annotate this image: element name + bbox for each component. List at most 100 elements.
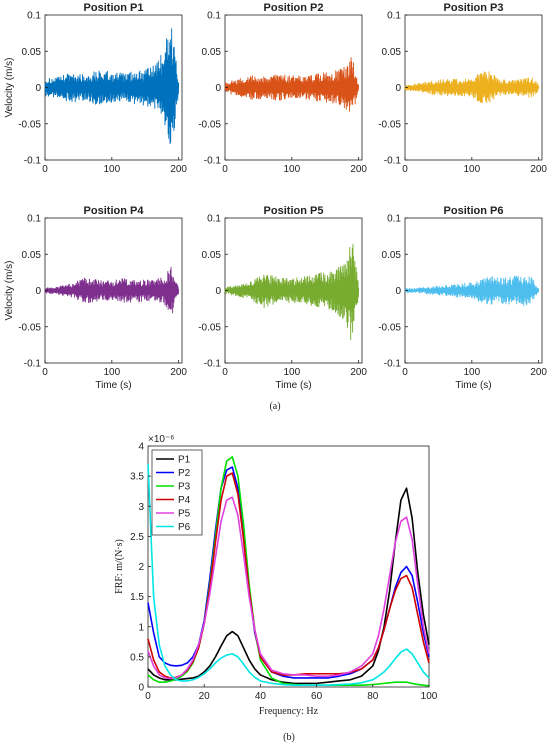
x-tick-label: 80 [367,691,379,702]
x-tick-label: 100 [283,367,300,378]
x-tick-label: 0 [42,164,48,175]
panel-b-label: (b) [283,732,295,743]
panel-a-label: (a) [269,401,280,412]
series-line-p3 [147,456,430,687]
y-tick-label: 2.5 [130,532,144,543]
frf-plot-area [147,445,430,688]
y-axis-label: Velocity (m/s) [4,260,15,320]
y-tick-label: 1 [138,622,144,633]
signal-trace [44,28,180,144]
x-tick-label: 100 [463,164,480,175]
series-line-p5 [147,496,430,680]
x-tick-label: 0 [402,164,408,175]
signal-trace [404,71,540,103]
y-tick-label: 0.05 [202,250,222,261]
x-tick-label: 0 [145,691,151,702]
y-tick-label: 0 [138,683,144,694]
y-tick-label: 0.05 [382,250,402,261]
y-tick-label: -0.1 [204,156,222,167]
y-tick-label: 0.1 [207,214,221,225]
y-tick-label: 0.05 [22,47,42,58]
x-tick-label: 40 [255,691,267,702]
y-tick-label: 3.5 [130,472,144,483]
legend-label-p5: P5 [178,509,191,520]
y-tick-label: -0.1 [384,359,402,370]
y-tick-label: 0.05 [202,47,222,58]
x-tick-label: 200 [170,367,187,378]
series-line-p1 [147,487,430,685]
y-tick-label: 0 [35,83,41,94]
subplot-title: Position P2 [264,2,324,14]
y-tick-label: 0.1 [27,214,41,225]
y-tick-label: 0.05 [22,250,42,261]
legend-label-p1: P1 [178,455,191,466]
legend-label-p3: P3 [178,482,191,493]
x-axis-label: Time (s) [275,380,311,391]
series-line-p6 [147,464,430,686]
y-tick-label: -0.1 [204,359,222,370]
y-tick-label: -0.05 [18,322,41,333]
x-tick-label: 100 [421,691,438,702]
panel-b-exponent: ×10⁻⁶ [148,434,174,445]
y-tick-label: -0.05 [198,322,221,333]
x-axis-label: Frequency: Hz [259,706,319,717]
y-tick-label: -0.1 [384,156,402,167]
y-tick-label: 0.1 [207,11,221,22]
signal-trace [224,243,360,340]
x-axis-label: Time (s) [95,380,131,391]
y-tick-label: -0.05 [378,119,401,130]
legend-label-p4: P4 [178,495,191,506]
y-tick-label: -0.1 [24,359,42,370]
x-tick-label: 100 [463,367,480,378]
y-tick-label: 0 [395,83,401,94]
y-tick-label: 0 [215,286,221,297]
subplot-title: Position P4 [84,205,145,217]
x-tick-label: 200 [350,367,367,378]
legend-label-p2: P2 [178,468,191,479]
x-tick-label: 0 [222,164,228,175]
signal-trace [44,267,180,314]
y-tick-label: -0.05 [18,119,41,130]
y-tick-label: 0.1 [387,214,401,225]
legend: P1 P2 P3 P4 P5 P6 [151,449,203,536]
x-tick-label: 200 [530,367,547,378]
y-tick-label: -0.05 [198,119,221,130]
x-tick-label: 200 [530,164,547,175]
signal-trace [404,275,540,306]
y-tick-label: 0 [395,286,401,297]
y-axis-label: Velocity (m/s) [4,57,15,117]
x-tick-label: 0 [402,367,408,378]
legend-box [151,449,203,536]
x-tick-label: 200 [350,164,367,175]
legend-label-p6: P6 [178,522,191,533]
x-tick-label: 60 [311,691,323,702]
x-tick-label: 20 [199,691,211,702]
y-tick-label: 0 [35,286,41,297]
y-tick-label: -0.1 [24,156,42,167]
x-tick-label: 0 [42,367,48,378]
subplot-title: Position P3 [444,2,504,14]
y-tick-label: 2 [138,562,144,573]
subplot-title: Position P6 [444,205,504,217]
subplot-title: Position P1 [84,2,144,14]
y-tick-label: 0.1 [387,11,401,22]
y-tick-label: -0.05 [378,322,401,333]
x-tick-label: 100 [283,164,300,175]
y-tick-label: 1.5 [130,592,144,603]
y-tick-label: 0.5 [130,652,144,663]
x-tick-label: 200 [170,164,187,175]
x-tick-label: 0 [222,367,228,378]
y-tick-label: 3 [138,502,144,513]
y-tick-label: 0.05 [382,47,402,58]
x-tick-label: 100 [103,164,120,175]
x-axis-label: Time (s) [455,380,491,391]
y-axis-label: FRF: m/(N·s) [114,539,125,594]
